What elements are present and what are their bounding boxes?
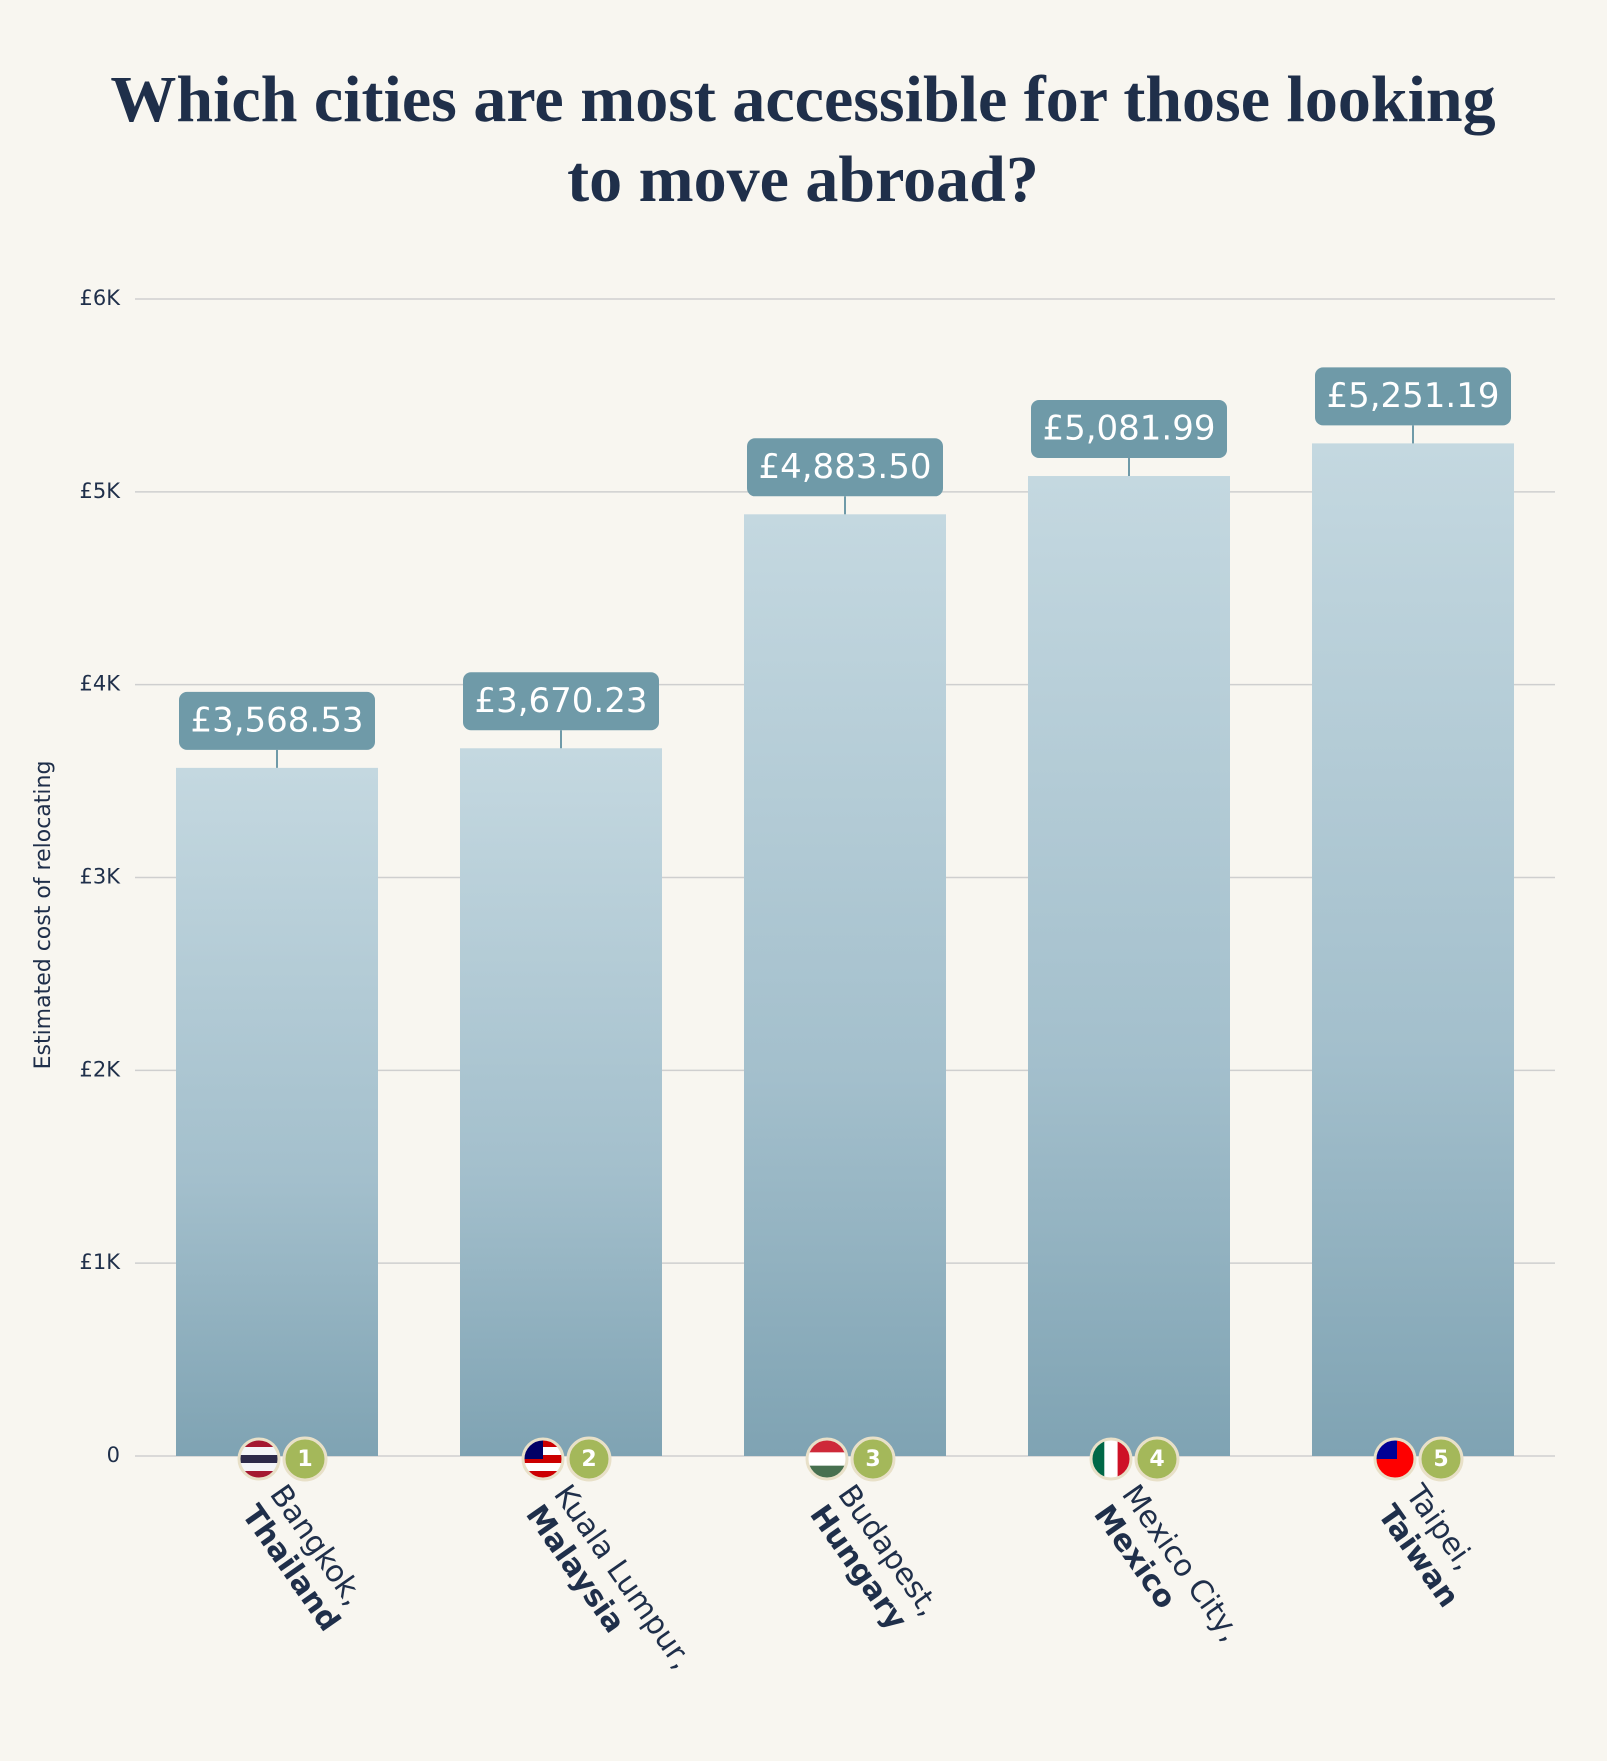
flag-stripe [1104,1439,1119,1479]
bar [176,767,378,1456]
flag-stripe [239,1455,279,1464]
y-axis-label: Estimated cost of relocating [31,761,56,1070]
flag-ring [521,1437,565,1481]
flag-stripe [239,1439,279,1448]
bar [1028,476,1230,1456]
value-label: £3,568.53 [190,700,363,740]
rank-badge [1134,1436,1180,1482]
flag-ring [1373,1437,1417,1481]
value-label: £3,670.23 [474,681,647,721]
y-tick-label: 0 [107,1443,120,1467]
rank-number: 3 [865,1447,880,1472]
flag-icon [1373,1437,1417,1481]
flag [239,1439,279,1479]
flag-stripe [239,1447,279,1456]
flag-icon [237,1437,281,1481]
flag-icon [521,1437,565,1481]
value-label: £4,883.50 [758,447,931,487]
value-label: £5,081.99 [1042,409,1215,449]
chart-title: Which cities are most accessible for tho… [110,63,1496,216]
value-label-box [179,691,375,750]
flag-stripe [239,1463,279,1472]
flag-stripe [239,1471,279,1479]
y-tick-label: £2K [80,1057,122,1081]
rank-number: 5 [1433,1447,1448,1472]
flag-ring [1089,1437,1133,1481]
y-tick-label: £6K [80,286,122,310]
y-tick-label: £3K [80,865,122,889]
y-tick-label: £4K [80,672,122,696]
y-tick-label: £1K [80,1250,122,1274]
rank-number: 4 [1149,1447,1164,1472]
value-label-box [1031,400,1227,459]
bar [460,748,662,1456]
flag-icon [1089,1437,1133,1481]
rank-badge [850,1436,896,1482]
flag-ring [237,1437,281,1481]
rank-number: 1 [297,1447,312,1472]
rank-number: 2 [581,1447,596,1472]
flag-stripe [523,1455,563,1464]
value-label-box [747,438,943,497]
value-label-box [463,672,659,731]
rank-badge [566,1436,612,1482]
rank-badge [282,1436,328,1482]
rank-badge [1418,1436,1464,1482]
value-label: £5,251.19 [1326,376,1499,416]
flag-stripe [807,1452,847,1467]
flag-icon [805,1437,849,1481]
bar [1312,443,1514,1457]
flag-stripe [523,1471,563,1479]
bar [744,514,946,1456]
flag-ring [805,1437,849,1481]
flag-stripe [523,1463,563,1472]
y-tick-label: £5K [80,479,122,503]
value-label-box [1315,367,1511,426]
